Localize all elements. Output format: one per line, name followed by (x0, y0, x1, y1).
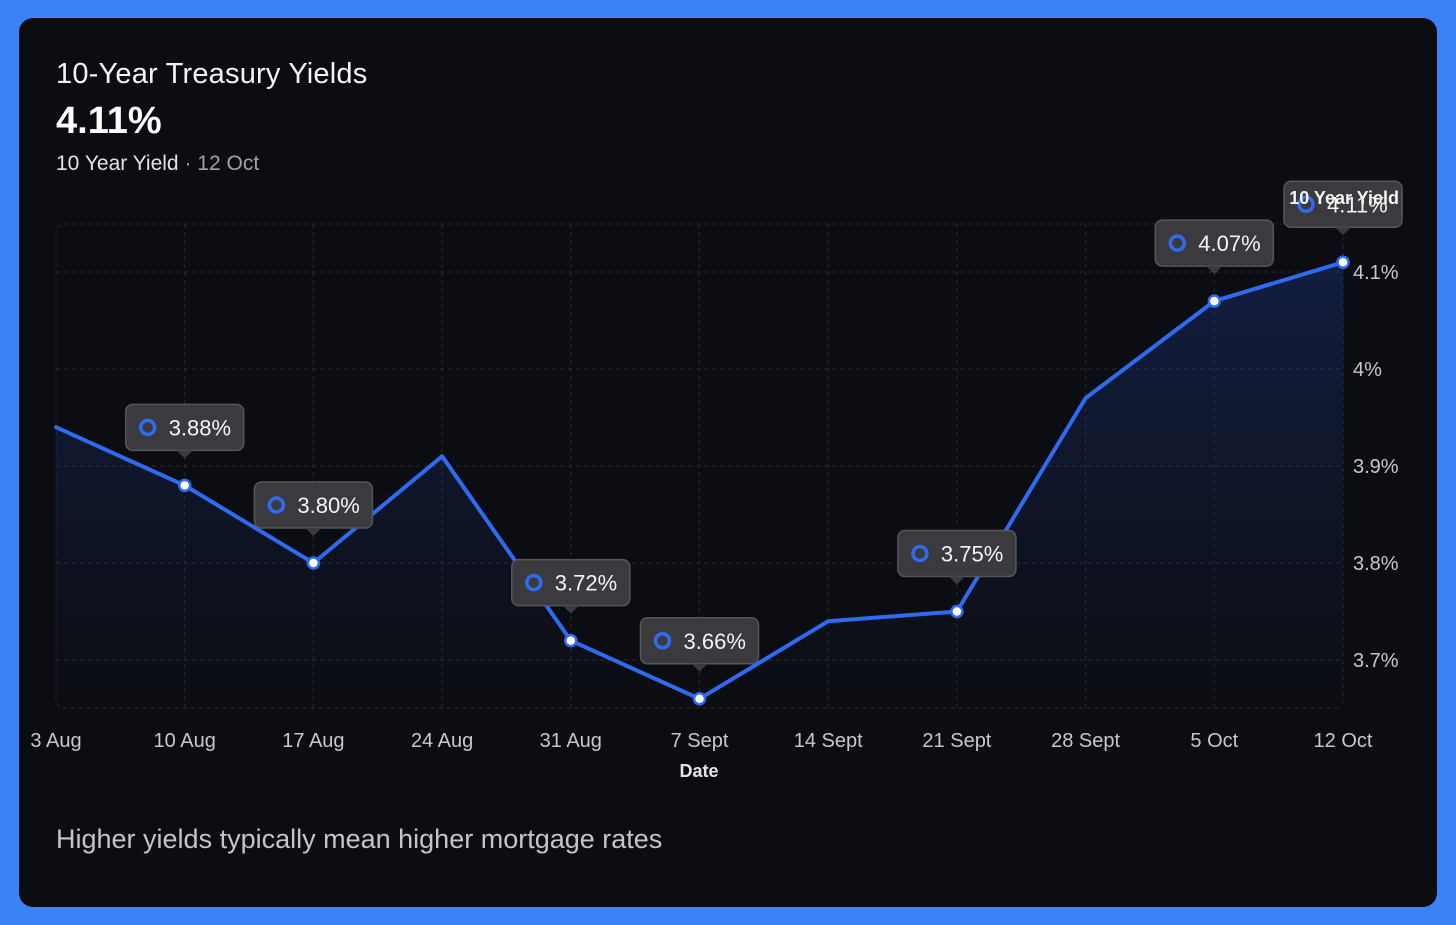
y-tick-label: 3.8% (1353, 553, 1399, 575)
tooltip-pointer (562, 605, 579, 614)
series-marker-icon (525, 573, 543, 592)
series-name-label: 10 Year Yield (1289, 188, 1399, 208)
value-tooltips: 3.88% 3.80% 3.72% 3.66% 3.75% 4.07% 4.11% (124, 180, 1403, 672)
data-point (564, 633, 578, 648)
x-axis-title: Date (679, 761, 718, 781)
x-axis-ticks: 3 Aug 10 Aug 17 Aug 24 Aug 31 Aug 7 Sept 14 Se… (30, 730, 1372, 752)
y-tick-label: 3.7% (1353, 650, 1399, 672)
x-tick-label: 31 Aug (540, 730, 602, 752)
tooltip-pointer (691, 663, 708, 672)
subtitle-series-label: 10 Year Yield (56, 152, 179, 175)
data-point (1207, 294, 1222, 308)
data-point (306, 556, 321, 570)
tooltip-value: 3.66% (684, 629, 746, 654)
series-marker-icon (138, 418, 157, 437)
value-tooltip: 3.72% (511, 558, 631, 614)
x-tick-label: 5 Oct (1190, 730, 1238, 752)
footer-note: Higher yields typically mean higher mort… (56, 824, 663, 854)
data-points (177, 255, 1350, 706)
tooltip-pointer (176, 450, 193, 459)
tooltip-value: 3.88% (169, 415, 231, 440)
y-tick-label: 4% (1353, 359, 1382, 381)
value-tooltip: 3.66% (639, 617, 760, 672)
value-tooltip: 3.75% (897, 529, 1017, 585)
tooltip-pointer (948, 576, 965, 585)
current-yield-value: 4.11% (56, 100, 162, 142)
series-area (56, 262, 1343, 708)
tooltip-value: 3.75% (941, 542, 1003, 567)
data-point (950, 604, 964, 619)
data-point (177, 478, 192, 493)
x-tick-label: 28 Sept (1051, 730, 1120, 752)
series-marker-icon (653, 632, 672, 650)
chart-title: 10-Year Treasury Yields (56, 58, 368, 90)
x-tick-label: 21 Sept (922, 730, 991, 752)
series-marker-icon (911, 544, 929, 563)
subtitle-separator: · (178, 152, 198, 175)
x-tick-label: 17 Aug (282, 730, 344, 752)
tooltip-value: 3.72% (555, 571, 617, 596)
data-point (1336, 255, 1350, 270)
area-fill (56, 262, 1343, 708)
series-marker-icon (1168, 234, 1187, 252)
x-tick-label: 12 Oct (1314, 730, 1373, 752)
x-tick-label: 10 Aug (154, 730, 216, 752)
tooltip-value: 3.80% (297, 493, 359, 518)
tooltip-value: 4.11% (1327, 192, 1388, 217)
y-tick-label: 4.1% (1353, 262, 1399, 284)
series-marker-icon (267, 496, 286, 514)
value-tooltip: 4.11% (1283, 180, 1403, 236)
data-point (692, 692, 707, 706)
tooltip-pointer (305, 528, 322, 536)
value-tooltip: 3.80% (253, 481, 374, 536)
x-tick-label: 24 Aug (411, 730, 473, 752)
x-tick-label: 3 Aug (30, 730, 81, 752)
y-axis-ticks: 3.7% 3.8% 3.9% 4% 4.1% (1353, 262, 1399, 672)
y-tick-label: 3.9% (1353, 456, 1399, 478)
subtitle-date: 12 Oct (197, 152, 260, 175)
chart-subtitle: 10 Year Yield · 12 Oct (56, 152, 259, 176)
tooltip-value: 4.07% (1198, 231, 1260, 256)
series-marker-icon (1297, 195, 1315, 214)
x-tick-label: 7 Sept (671, 730, 729, 752)
value-tooltip: 4.07% (1154, 219, 1275, 275)
value-tooltip: 3.88% (124, 403, 245, 459)
tooltip-pointer (1206, 266, 1223, 275)
x-tick-label: 14 Sept (794, 730, 863, 752)
tooltip-pointer (1335, 227, 1351, 236)
